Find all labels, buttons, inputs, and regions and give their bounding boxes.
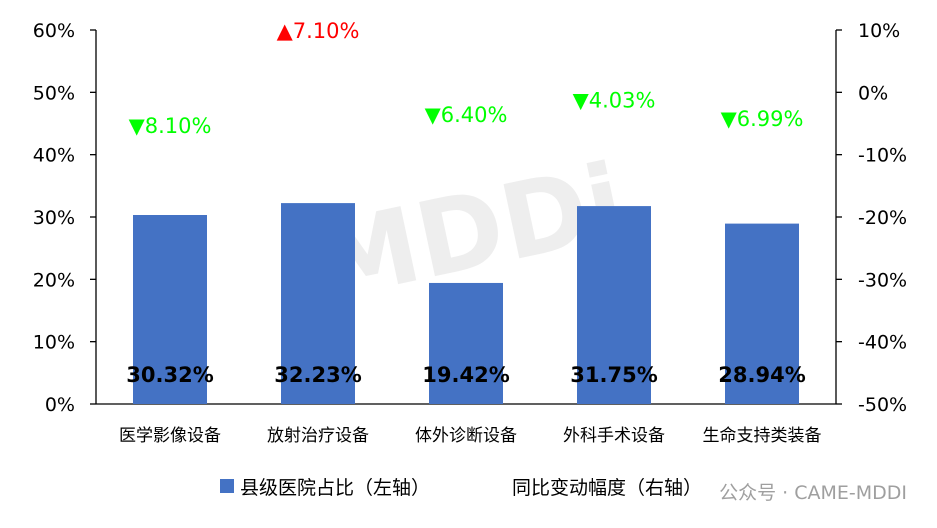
legend-label-bar: 县级医院占比（左轴） xyxy=(240,477,430,499)
value-labels: 30.32% 32.23% 19.42% 31.75% 28.94% xyxy=(126,363,805,387)
bars xyxy=(133,203,799,404)
category-label: 医学影像设备 xyxy=(119,426,221,446)
left-tick-label: 20% xyxy=(33,269,75,291)
right-tick-label: -40% xyxy=(858,332,907,354)
legend-label-change: 同比变动幅度（右轴） xyxy=(512,477,702,499)
right-tick-label: -20% xyxy=(858,207,907,229)
footer-watermark-text: 公众号 · CAME-MDDI xyxy=(719,482,907,504)
bar xyxy=(281,203,355,404)
bar-value-label: 19.42% xyxy=(422,363,509,387)
legend-swatch-bar xyxy=(220,479,234,493)
bar-value-label: 31.75% xyxy=(570,363,657,387)
right-tick-label: -10% xyxy=(858,145,907,167)
left-tick-label: 40% xyxy=(33,145,75,167)
bar-value-label: 30.32% xyxy=(126,363,213,387)
left-tick-label: 50% xyxy=(33,82,75,104)
category-label: 放射治疗设备 xyxy=(267,426,369,446)
right-tick-label: -50% xyxy=(858,394,907,416)
footer-watermark: 公众号 · CAME-MDDI xyxy=(719,482,907,504)
category-label: 体外诊断设备 xyxy=(415,426,517,446)
legend: 县级医院占比（左轴） 同比变动幅度（右轴） xyxy=(220,477,702,499)
change-label: ▼6.40% xyxy=(425,103,508,127)
change-labels: ▼8.10% ▲7.10% ▼6.40% ▼4.03% ▼6.99% xyxy=(129,19,804,138)
bar-value-label: 32.23% xyxy=(274,363,361,387)
change-label: ▼8.10% xyxy=(129,114,212,138)
right-tick-label: 0% xyxy=(858,82,888,104)
left-tick-label: 10% xyxy=(33,332,75,354)
left-tick-label: 60% xyxy=(33,20,75,42)
right-axis-ticks: -50% -40% -30% -20% -10% 0% 10% xyxy=(836,20,907,416)
change-label: ▲7.10% xyxy=(277,19,360,43)
right-tick-label: -30% xyxy=(858,269,907,291)
bar xyxy=(725,223,799,404)
left-axis-ticks: 0% 10% 20% 30% 40% 50% 60% xyxy=(33,20,96,416)
left-tick-label: 30% xyxy=(33,207,75,229)
category-labels: 医学影像设备 放射治疗设备 体外诊断设备 外科手术设备 生命支持类装备 xyxy=(119,426,822,446)
category-label: 生命支持类装备 xyxy=(703,426,822,446)
bar xyxy=(133,215,207,404)
category-label: 外科手术设备 xyxy=(563,426,665,446)
left-tick-label: 0% xyxy=(45,394,75,416)
bar-value-label: 28.94% xyxy=(718,363,805,387)
bar xyxy=(577,206,651,404)
change-label: ▼4.03% xyxy=(573,88,656,112)
change-label: ▼6.99% xyxy=(721,107,804,131)
right-tick-label: 10% xyxy=(858,20,900,42)
bar xyxy=(429,282,503,404)
